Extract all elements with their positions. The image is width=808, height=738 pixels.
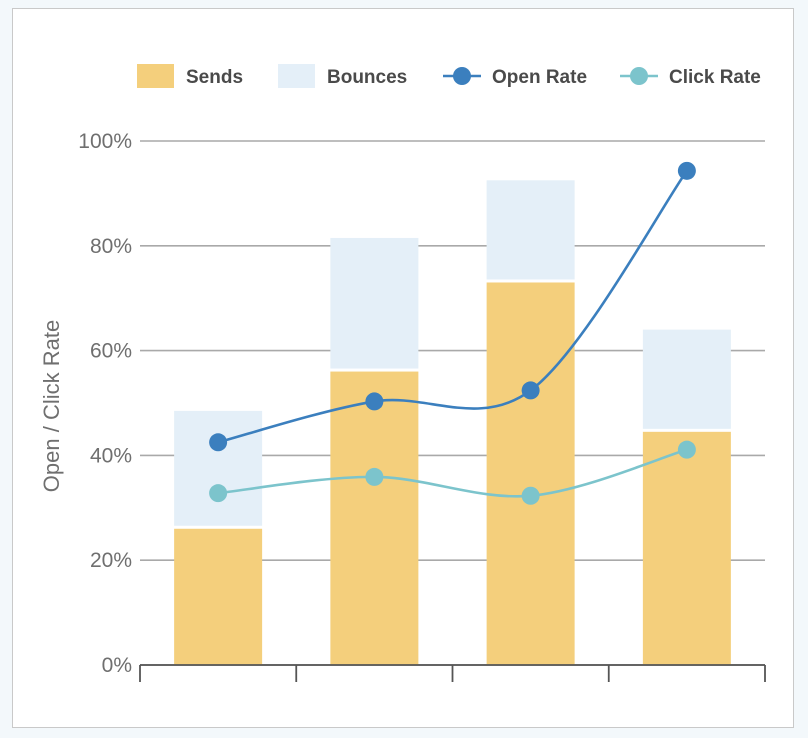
- legend-marker-click-rate: [630, 67, 648, 85]
- bar-sends: [174, 528, 263, 665]
- point-open-rate: [209, 433, 228, 452]
- point-click-rate: [677, 440, 696, 459]
- point-click-rate: [365, 467, 384, 486]
- y-axis-title: Open / Click Rate: [39, 320, 64, 492]
- legend-marker-open-rate: [453, 67, 471, 85]
- legend-swatch-sends: [137, 64, 174, 88]
- bar-sends: [642, 431, 731, 665]
- y-tick-label: 80%: [90, 235, 132, 258]
- legend-label-bounces: Bounces: [327, 67, 407, 88]
- bar-sends: [486, 282, 575, 665]
- point-click-rate: [521, 486, 540, 505]
- y-tick-label: 40%: [90, 444, 132, 467]
- y-tick-label: 20%: [90, 549, 132, 572]
- legend-swatch-bounces: [278, 64, 315, 88]
- bar-bounces: [486, 180, 575, 280]
- legend-label-open-rate: Open Rate: [492, 67, 587, 88]
- bar-bounces: [330, 237, 419, 369]
- chart-svg: 0% 20% 40% 60% 80% 100% Sends Bounces Open Rate…: [39, 64, 766, 682]
- y-tick-label: 60%: [90, 340, 132, 363]
- bar-sends: [330, 371, 419, 665]
- point-open-rate: [521, 381, 540, 400]
- line-open-rate: [217, 170, 688, 444]
- lines: [209, 161, 696, 505]
- y-tick-label: 100%: [78, 130, 132, 153]
- point-open-rate: [677, 161, 696, 180]
- legend: Sends Bounces Open Rate Click Rate: [137, 64, 761, 88]
- bars: [174, 180, 731, 665]
- legend-label-click-rate: Click Rate: [669, 67, 761, 88]
- axes: [139, 664, 766, 682]
- line-click-rate: [217, 448, 688, 498]
- chart-card: 0% 20% 40% 60% 80% 100% Sends Bounces Open Rate…: [12, 8, 794, 728]
- legend-label-sends: Sends: [186, 67, 243, 88]
- bar-bounces: [642, 329, 731, 429]
- point-open-rate: [365, 392, 384, 411]
- point-click-rate: [209, 484, 228, 503]
- bar-bounces: [174, 410, 263, 526]
- y-tick-label: 0%: [102, 654, 132, 677]
